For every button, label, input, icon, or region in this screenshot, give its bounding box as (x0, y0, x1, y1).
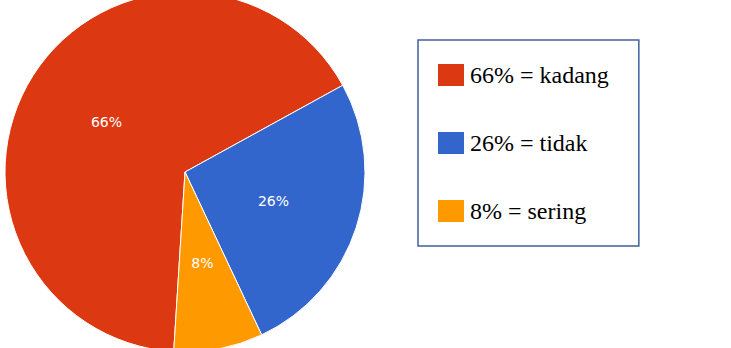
svg-text:26%: 26% (258, 193, 289, 209)
svg-text:66%: 66% (91, 114, 122, 130)
svg-text:8%: 8% (191, 255, 213, 271)
svg-text:26% = tidak: 26% = tidak (470, 130, 588, 156)
svg-text:66% = kadang: 66% = kadang (470, 62, 609, 88)
svg-text:8% = sering: 8% = sering (470, 198, 586, 224)
